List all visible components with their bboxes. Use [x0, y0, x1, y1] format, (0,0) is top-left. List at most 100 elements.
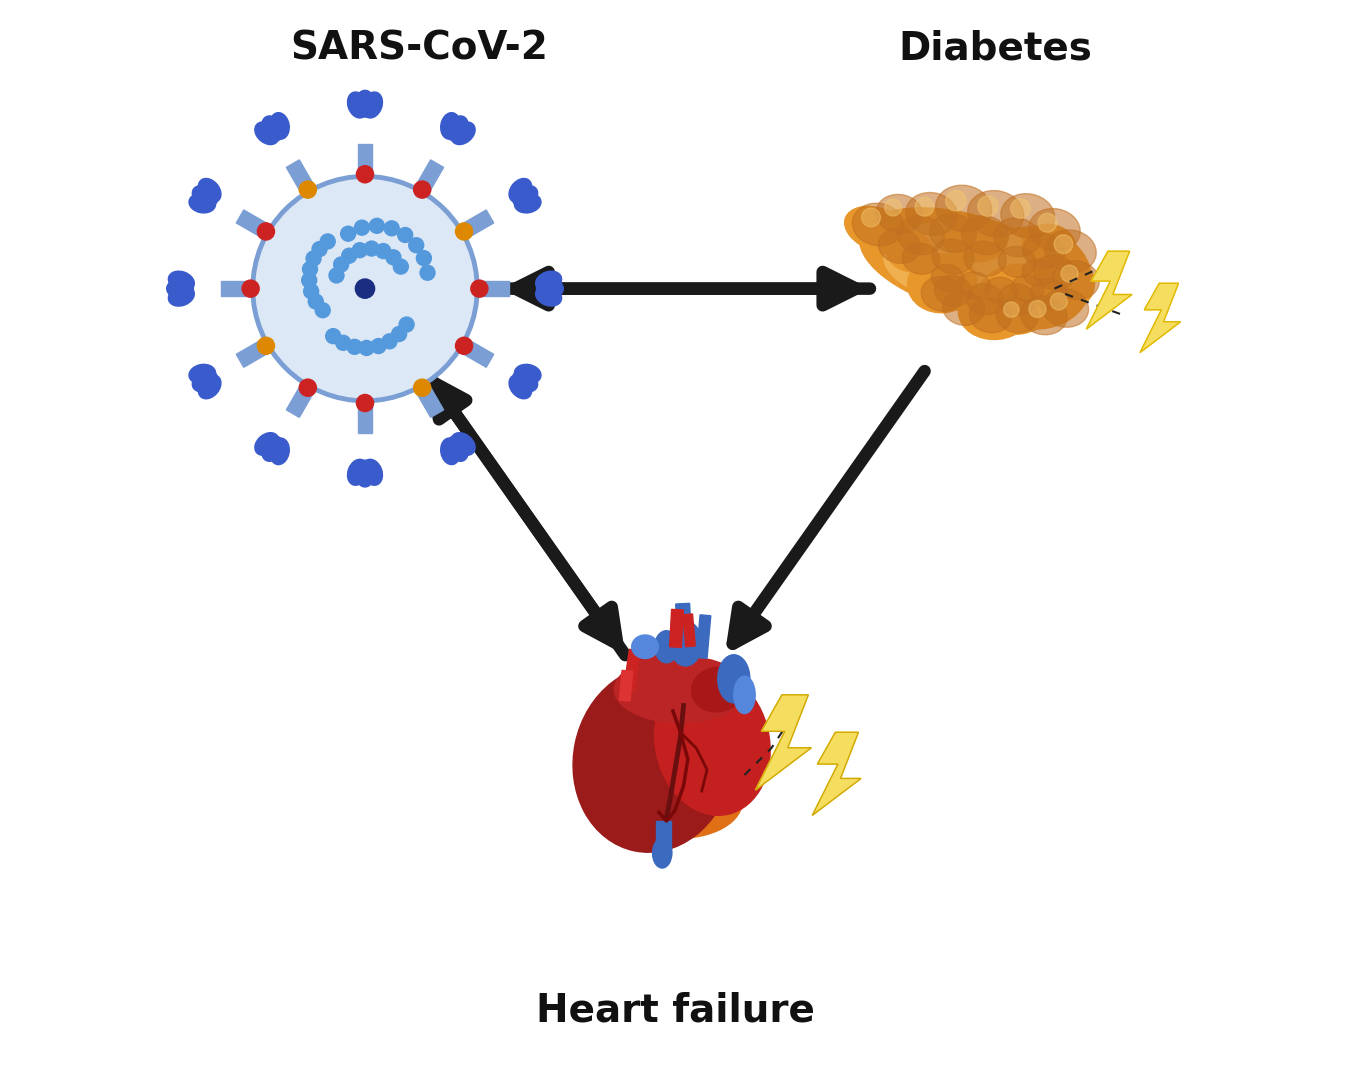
Circle shape — [884, 199, 902, 216]
Ellipse shape — [451, 433, 475, 455]
Bar — [670, 609, 683, 648]
Ellipse shape — [958, 272, 991, 299]
Ellipse shape — [198, 375, 221, 399]
Ellipse shape — [192, 371, 217, 391]
Circle shape — [386, 250, 401, 265]
Ellipse shape — [198, 179, 221, 202]
Circle shape — [392, 326, 406, 341]
Polygon shape — [236, 340, 269, 368]
Ellipse shape — [734, 677, 755, 714]
Circle shape — [1011, 199, 1030, 218]
Ellipse shape — [967, 283, 1004, 315]
Circle shape — [1061, 265, 1079, 282]
Ellipse shape — [921, 277, 964, 311]
Ellipse shape — [860, 207, 1068, 316]
Ellipse shape — [166, 279, 193, 298]
Polygon shape — [462, 340, 494, 368]
Circle shape — [382, 334, 397, 348]
Polygon shape — [358, 144, 373, 173]
Circle shape — [352, 243, 367, 258]
Circle shape — [455, 222, 472, 241]
Circle shape — [371, 339, 386, 354]
Polygon shape — [813, 732, 861, 816]
Circle shape — [329, 268, 344, 283]
Ellipse shape — [964, 242, 1006, 276]
Circle shape — [420, 265, 435, 280]
Ellipse shape — [887, 231, 934, 272]
Circle shape — [356, 166, 374, 183]
Ellipse shape — [975, 264, 1060, 335]
Circle shape — [1050, 293, 1068, 310]
Circle shape — [409, 237, 424, 252]
Ellipse shape — [514, 365, 541, 384]
Ellipse shape — [509, 179, 532, 202]
Circle shape — [1054, 235, 1073, 253]
Ellipse shape — [347, 92, 367, 118]
Ellipse shape — [1021, 296, 1068, 335]
Ellipse shape — [975, 227, 1092, 329]
Ellipse shape — [652, 838, 672, 868]
Polygon shape — [1139, 283, 1181, 353]
Circle shape — [336, 336, 351, 351]
Circle shape — [1038, 214, 1057, 232]
Circle shape — [342, 248, 356, 263]
Ellipse shape — [513, 186, 537, 206]
Circle shape — [945, 190, 967, 211]
Circle shape — [375, 244, 390, 259]
Ellipse shape — [440, 112, 460, 139]
Ellipse shape — [614, 656, 747, 723]
Circle shape — [413, 379, 431, 397]
Polygon shape — [416, 160, 444, 192]
Ellipse shape — [626, 654, 682, 703]
Circle shape — [977, 196, 998, 216]
Ellipse shape — [1030, 278, 1068, 310]
Text: SARS-CoV-2: SARS-CoV-2 — [290, 29, 548, 67]
Ellipse shape — [169, 285, 194, 306]
Circle shape — [300, 181, 316, 198]
Ellipse shape — [670, 621, 702, 666]
Ellipse shape — [440, 438, 460, 465]
Ellipse shape — [451, 122, 475, 144]
Circle shape — [455, 338, 472, 355]
Text: Heart failure: Heart failure — [536, 991, 814, 1029]
Ellipse shape — [447, 436, 468, 462]
Ellipse shape — [632, 635, 659, 659]
Ellipse shape — [931, 264, 964, 292]
Circle shape — [320, 234, 335, 249]
Ellipse shape — [1053, 261, 1099, 299]
Ellipse shape — [255, 433, 279, 455]
Ellipse shape — [961, 216, 1008, 254]
Ellipse shape — [1029, 208, 1080, 251]
Circle shape — [316, 303, 331, 317]
Ellipse shape — [655, 631, 678, 663]
Circle shape — [861, 208, 880, 227]
Ellipse shape — [852, 203, 905, 246]
Polygon shape — [236, 210, 269, 237]
Polygon shape — [756, 695, 811, 790]
Bar — [656, 821, 671, 855]
Circle shape — [364, 242, 379, 257]
Ellipse shape — [262, 436, 284, 462]
Ellipse shape — [362, 460, 382, 485]
Ellipse shape — [934, 275, 972, 307]
Ellipse shape — [906, 192, 957, 235]
Ellipse shape — [513, 371, 537, 391]
Circle shape — [258, 337, 274, 355]
Ellipse shape — [362, 92, 382, 118]
Circle shape — [242, 280, 259, 297]
Ellipse shape — [270, 112, 289, 139]
Ellipse shape — [884, 221, 1044, 303]
Ellipse shape — [876, 195, 923, 233]
Ellipse shape — [942, 291, 984, 325]
Ellipse shape — [999, 283, 1035, 315]
Ellipse shape — [347, 460, 367, 485]
Ellipse shape — [984, 277, 1018, 305]
Ellipse shape — [1023, 234, 1065, 268]
Ellipse shape — [691, 667, 744, 712]
Circle shape — [370, 218, 385, 233]
Bar — [697, 615, 710, 659]
Ellipse shape — [509, 375, 532, 399]
Ellipse shape — [262, 115, 284, 141]
Ellipse shape — [930, 214, 976, 252]
Circle shape — [252, 176, 478, 401]
